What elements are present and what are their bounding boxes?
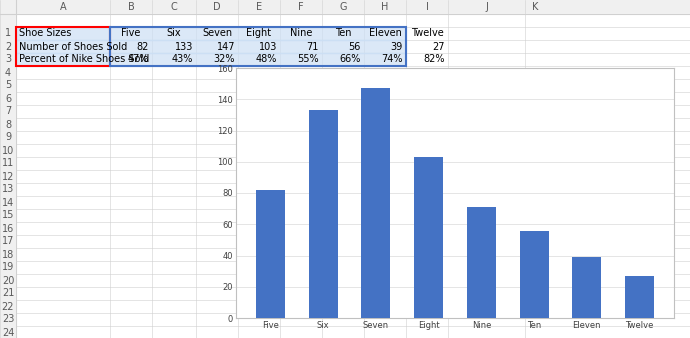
Bar xyxy=(308,110,337,318)
Text: Nine: Nine xyxy=(290,28,312,39)
Text: 10: 10 xyxy=(2,145,14,155)
Text: 16: 16 xyxy=(2,223,14,234)
Text: 103: 103 xyxy=(259,42,277,51)
Text: 21: 21 xyxy=(2,289,14,298)
Text: 133: 133 xyxy=(175,42,193,51)
Text: 66%: 66% xyxy=(339,54,361,65)
Bar xyxy=(0,0,16,338)
Text: 48%: 48% xyxy=(255,54,277,65)
Bar xyxy=(414,157,443,318)
Text: 20: 20 xyxy=(2,275,14,286)
Text: H: H xyxy=(382,2,388,12)
Text: 32%: 32% xyxy=(213,54,235,65)
Bar xyxy=(16,53,406,66)
Text: J: J xyxy=(485,2,488,12)
Text: 15: 15 xyxy=(2,211,14,220)
Bar xyxy=(16,27,406,40)
Bar xyxy=(572,257,602,318)
Text: 43%: 43% xyxy=(172,54,193,65)
Bar xyxy=(16,40,406,53)
Text: E: E xyxy=(256,2,262,12)
Text: Five: Five xyxy=(121,28,141,39)
Bar xyxy=(0,0,690,14)
Text: 4: 4 xyxy=(5,68,11,77)
Text: C: C xyxy=(170,2,177,12)
Text: 82: 82 xyxy=(137,42,149,51)
Bar xyxy=(110,27,406,66)
Bar xyxy=(16,27,110,66)
Text: Percent of Nike Shoes Sold: Percent of Nike Shoes Sold xyxy=(19,54,149,65)
Text: D: D xyxy=(213,2,221,12)
Text: A: A xyxy=(60,2,66,12)
Text: I: I xyxy=(426,2,428,12)
Text: 47%: 47% xyxy=(128,54,149,65)
Text: 27: 27 xyxy=(433,42,445,51)
Text: 12: 12 xyxy=(2,171,14,182)
Text: 3: 3 xyxy=(5,54,11,65)
Text: 24: 24 xyxy=(2,328,14,338)
Text: K: K xyxy=(532,2,538,12)
Text: 55%: 55% xyxy=(297,54,319,65)
Text: Six: Six xyxy=(167,28,181,39)
Text: Eleven: Eleven xyxy=(368,28,402,39)
Text: 5: 5 xyxy=(5,80,11,91)
Bar xyxy=(256,190,285,318)
Text: 9: 9 xyxy=(5,132,11,143)
Text: Shoe Sizes: Shoe Sizes xyxy=(19,28,71,39)
Text: 82%: 82% xyxy=(424,54,445,65)
Text: 7: 7 xyxy=(5,106,11,117)
Text: Twelve: Twelve xyxy=(411,28,444,39)
Text: 23: 23 xyxy=(2,314,14,324)
Text: 22: 22 xyxy=(2,301,14,312)
Text: G: G xyxy=(339,2,347,12)
Text: 19: 19 xyxy=(2,263,14,272)
Bar xyxy=(467,207,496,318)
Text: B: B xyxy=(128,2,135,12)
Text: 1: 1 xyxy=(5,28,11,39)
Text: 2: 2 xyxy=(5,42,11,51)
Text: F: F xyxy=(298,2,304,12)
Text: 11: 11 xyxy=(2,159,14,169)
Text: 14: 14 xyxy=(2,197,14,208)
Text: 39: 39 xyxy=(391,42,403,51)
Text: 6: 6 xyxy=(5,94,11,103)
Bar xyxy=(520,231,549,318)
Text: Eight: Eight xyxy=(246,28,272,39)
Text: 18: 18 xyxy=(2,249,14,260)
Text: Ten: Ten xyxy=(335,28,351,39)
Text: 8: 8 xyxy=(5,120,11,129)
Text: 17: 17 xyxy=(2,237,14,246)
Text: Number of Shoes Sold: Number of Shoes Sold xyxy=(19,42,127,51)
Bar xyxy=(362,88,391,318)
Bar xyxy=(625,276,654,318)
Text: 71: 71 xyxy=(306,42,319,51)
Text: 74%: 74% xyxy=(382,54,403,65)
Text: 13: 13 xyxy=(2,185,14,194)
Text: Seven: Seven xyxy=(202,28,232,39)
Text: 147: 147 xyxy=(217,42,235,51)
Text: 56: 56 xyxy=(348,42,361,51)
